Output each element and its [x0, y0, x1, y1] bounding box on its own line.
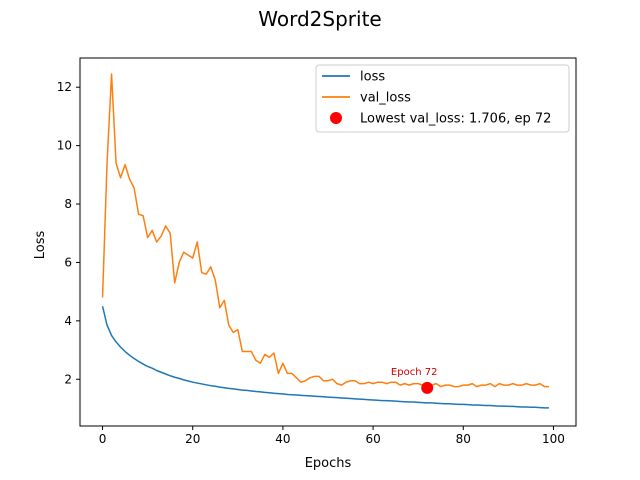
series-line-loss: [101, 306, 549, 409]
legend-swatch-lowest: [330, 112, 342, 124]
y-axis-label: Loss: [33, 231, 48, 260]
x-tick-label: 100: [542, 432, 565, 446]
axes: 0 20 40 60 80 100 2 4 6 8 10 12: [57, 57, 577, 446]
legend-label: Lowest val_loss: 1.706, ep 72: [360, 112, 551, 127]
y-tick-label: 6: [64, 255, 72, 269]
plot-frame: [79, 57, 577, 427]
x-tick-label: 80: [456, 432, 471, 446]
legend-box: [315, 64, 570, 133]
x-tick-label: 60: [365, 432, 380, 446]
lowest-val-loss-marker: [421, 381, 434, 394]
legend-label: val_loss: [360, 91, 411, 106]
y-tick-label: 4: [64, 314, 72, 328]
y-tick-label: 2: [64, 372, 72, 386]
chart-title: Word2Sprite: [258, 7, 381, 31]
x-tick-label: 20: [185, 432, 200, 446]
plot-area: Epoch 72: [101, 73, 549, 409]
y-tick-label: 10: [57, 139, 72, 153]
x-tick-label: 0: [99, 432, 107, 446]
y-tick-label: 12: [57, 80, 72, 94]
series-line-val_loss: [101, 73, 549, 389]
x-axis-label: Epochs: [305, 456, 352, 471]
x-tick-label: 40: [275, 432, 290, 446]
legend-label: loss: [360, 70, 385, 85]
y-tick-label: 8: [64, 197, 72, 211]
legend: loss val_loss Lowest val_loss: 1.706, ep 7…: [315, 64, 570, 133]
highlight-annotation: Epoch 72: [391, 367, 438, 378]
